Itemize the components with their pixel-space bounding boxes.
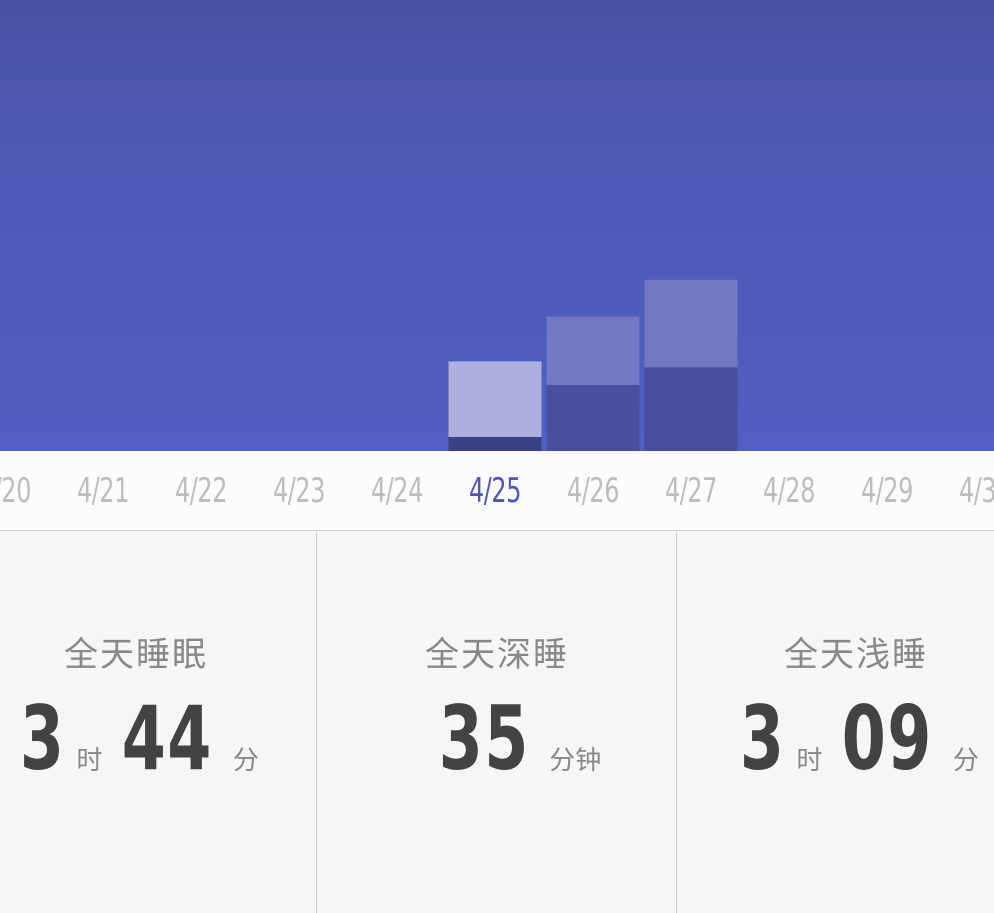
date-selector[interactable]: 4/20 4/21 4/22 4/23 4/24 4/25 4/26 4/27 4/28 4/29… — [0, 451, 994, 531]
light-sleep-title: 全天浅睡 — [784, 635, 928, 675]
deep-sleep-cell: 全天深睡 35 分钟 — [316, 531, 677, 913]
date-tab-4-20[interactable]: 4/20 — [0, 471, 32, 511]
minutes-long-unit: 分钟 — [549, 746, 602, 776]
date-tab-4-27[interactable]: 4/27 — [664, 471, 718, 511]
light-sleep-cell: 全天浅睡 3 时 09 分 — [676, 531, 994, 913]
next-row — [0, 893, 994, 913]
bar-deep-4-27[interactable] — [644, 367, 738, 451]
bar-deep-4-25[interactable] — [448, 437, 542, 451]
date-tab-4-24[interactable]: 4/24 — [370, 471, 424, 511]
deep-sleep-title: 全天深睡 — [425, 635, 569, 675]
sleep-summary: 全天睡眠 3 时 44 分 全天深睡 35 分钟 全天浅睡 3 时 09 分 — [0, 531, 994, 913]
minutes-unit: 分 — [952, 746, 979, 776]
hours-unit: 时 — [76, 746, 103, 776]
bar-deep-4-26[interactable] — [546, 385, 640, 451]
minutes-unit: 分 — [232, 746, 259, 776]
light-sleep-value: 3 时 09 分 — [717, 691, 994, 787]
total-sleep-minutes: 44 — [122, 687, 214, 790]
date-tab-4-26[interactable]: 4/26 — [566, 471, 620, 511]
total-sleep-value: 3 时 44 分 — [0, 691, 316, 787]
date-tab-4-23[interactable]: 4/23 — [272, 471, 326, 511]
sleep-chart[interactable] — [0, 0, 994, 451]
deep-sleep-value: 35 分钟 — [347, 691, 677, 787]
total-sleep-cell: 全天睡眠 3 时 44 分 — [0, 531, 316, 913]
sleep-bar-chart — [448, 279, 738, 451]
date-tab-4-28[interactable]: 4/28 — [762, 471, 816, 511]
total-sleep-title: 全天睡眠 — [64, 635, 208, 675]
bar-light-4-25[interactable] — [448, 361, 542, 437]
date-tab-4-30[interactable]: 4/30 — [958, 471, 994, 511]
bar-light-4-27[interactable] — [644, 279, 738, 368]
date-tab-4-25[interactable]: 4/25 — [468, 471, 522, 511]
light-sleep-hours: 3 — [739, 687, 786, 790]
total-sleep-hours: 3 — [19, 687, 66, 790]
date-tab-4-29[interactable]: 4/29 — [860, 471, 914, 511]
light-sleep-minutes: 09 — [842, 687, 934, 790]
date-tab-4-22[interactable]: 4/22 — [174, 471, 228, 511]
date-tab-4-21[interactable]: 4/21 — [76, 471, 130, 511]
hours-unit: 时 — [796, 746, 823, 776]
bar-light-4-26[interactable] — [546, 316, 640, 385]
deep-sleep-minutes: 35 — [438, 687, 530, 790]
